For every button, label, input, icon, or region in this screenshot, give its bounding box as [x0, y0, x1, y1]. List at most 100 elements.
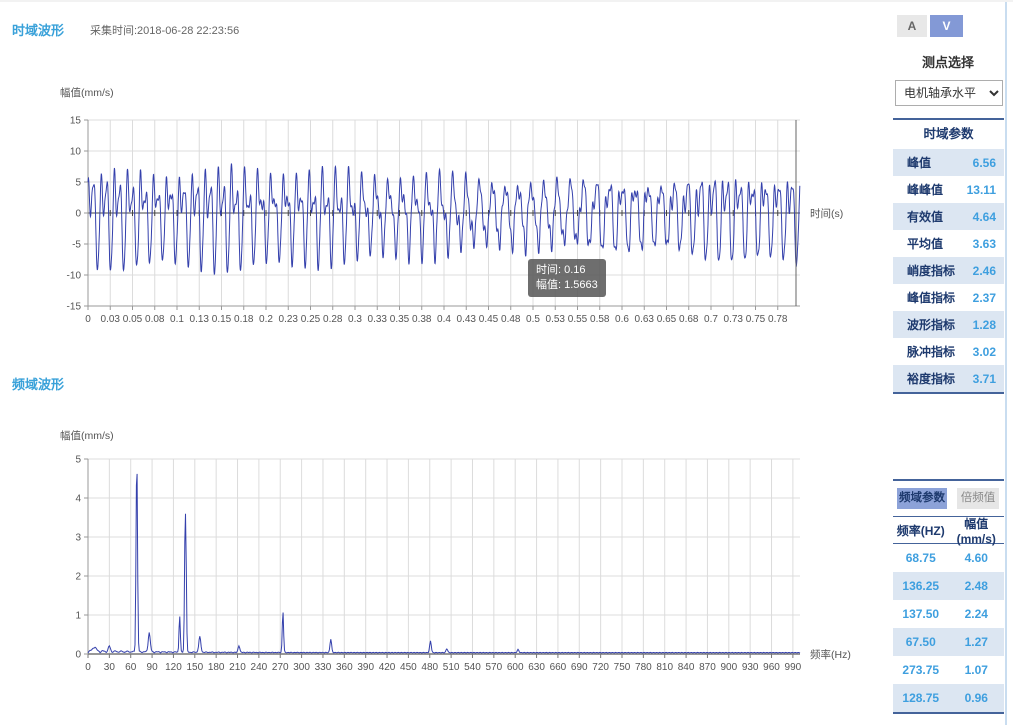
- time-domain-chart[interactable]: 幅值(mm/s) 0 0.03 0.05 0.08 0.1 0.13 0.15 0.18 0.2 0…: [58, 84, 868, 346]
- svg-text:0.53: 0.53: [546, 314, 566, 325]
- param-value: 1.28: [972, 317, 996, 332]
- svg-text:0.78: 0.78: [768, 314, 788, 325]
- svg-text:0.25: 0.25: [301, 314, 321, 325]
- time-param-row: 峰值 6.56: [893, 149, 1004, 176]
- svg-text:4: 4: [75, 494, 81, 505]
- svg-text:0.2: 0.2: [259, 314, 273, 325]
- freq-value: 128.75: [902, 691, 940, 705]
- svg-text:60: 60: [125, 662, 137, 673]
- svg-text:690: 690: [571, 662, 588, 673]
- param-label: 峰值指标: [907, 291, 956, 305]
- param-value: 3.63: [972, 236, 996, 251]
- chart-cursor-tooltip: 时间: 0.16 幅值: 1.5663: [528, 259, 606, 297]
- svg-text:930: 930: [742, 662, 759, 673]
- svg-text:5: 5: [75, 455, 81, 466]
- time-param-row: 峭度指标 2.46: [893, 257, 1004, 284]
- param-label: 脉冲指标: [907, 345, 956, 359]
- svg-text:210: 210: [229, 662, 246, 673]
- svg-text:510: 510: [443, 662, 460, 673]
- svg-text:0.08: 0.08: [145, 314, 165, 325]
- svg-text:330: 330: [315, 662, 332, 673]
- freq-value: 68.75: [905, 551, 936, 565]
- svg-text:360: 360: [336, 662, 353, 673]
- time-param-row: 平均值 3.63: [893, 230, 1004, 257]
- freq-value: 67.50: [905, 635, 936, 649]
- svg-text:660: 660: [550, 662, 567, 673]
- page-title: 时域波形: [12, 23, 65, 38]
- freq-params-panel: 频域参数 倍频值 频率(HZ) 幅值(mm/s) 68.75 4.60 136.25…: [893, 479, 1004, 714]
- svg-text:720: 720: [592, 662, 609, 673]
- freq-tabs: 频域参数 倍频值: [893, 481, 1004, 516]
- amp-value: 2.24: [964, 607, 988, 621]
- svg-text:5: 5: [75, 178, 81, 189]
- svg-text:0.13: 0.13: [190, 314, 210, 325]
- svg-text:15: 15: [70, 116, 82, 127]
- svg-text:240: 240: [251, 662, 268, 673]
- svg-text:3: 3: [75, 533, 81, 544]
- param-label: 裕度指标: [907, 372, 956, 386]
- svg-text:540: 540: [464, 662, 481, 673]
- svg-text:0.5: 0.5: [526, 314, 540, 325]
- time-param-row: 峰峰值 13.11: [893, 176, 1004, 203]
- svg-text:0.55: 0.55: [568, 314, 588, 325]
- amp-value: 1.27: [964, 635, 988, 649]
- param-label: 峰峰值: [907, 183, 944, 197]
- svg-text:-15: -15: [67, 302, 82, 313]
- param-value: 4.64: [972, 209, 996, 224]
- svg-text:-10: -10: [67, 271, 82, 282]
- svg-text:30: 30: [104, 662, 116, 673]
- right-separator: [1005, 2, 1007, 725]
- time-params-rows: 峰值 6.56 峰峰值 13.11 有效值 4.64 平均值 3.63 峭度指标 2.46 峰值指标…: [893, 149, 1004, 392]
- svg-text:450: 450: [400, 662, 417, 673]
- svg-text:0.75: 0.75: [746, 314, 766, 325]
- acceleration-mode-button[interactable]: A: [897, 15, 927, 37]
- svg-text:0.68: 0.68: [679, 314, 699, 325]
- svg-text:960: 960: [763, 662, 780, 673]
- svg-text:600: 600: [507, 662, 524, 673]
- svg-text:390: 390: [357, 662, 374, 673]
- svg-text:0.7: 0.7: [704, 314, 718, 325]
- param-value: 3.02: [972, 344, 996, 359]
- freq-table-rows: 68.75 4.60 136.25 2.48 137.50 2.24 67.50 1.27 27…: [893, 544, 1004, 714]
- svg-text:频率(Hz): 频率(Hz): [810, 648, 851, 661]
- param-label: 峭度指标: [907, 264, 956, 278]
- svg-text:0: 0: [85, 662, 91, 673]
- svg-text:0.23: 0.23: [279, 314, 299, 325]
- tab-freq-params[interactable]: 频域参数: [897, 488, 947, 509]
- svg-text:0.18: 0.18: [234, 314, 254, 325]
- amp-value: 1.07: [964, 663, 988, 677]
- svg-text:0.1: 0.1: [170, 314, 184, 325]
- svg-text:630: 630: [528, 662, 545, 673]
- svg-text:0.45: 0.45: [479, 314, 499, 325]
- svg-text:0: 0: [85, 314, 91, 325]
- svg-text:810: 810: [656, 662, 673, 673]
- svg-text:0.38: 0.38: [412, 314, 432, 325]
- freq-table-row: 67.50 1.27: [893, 628, 1004, 656]
- svg-text:840: 840: [678, 662, 695, 673]
- amp-value: 0.96: [964, 691, 988, 705]
- svg-text:0.6: 0.6: [615, 314, 629, 325]
- svg-text:0.48: 0.48: [501, 314, 521, 325]
- tooltip-time: 时间: 0.16: [536, 264, 586, 276]
- time-params-table: 时域参数 峰值 6.56 峰峰值 13.11 有效值 4.64 平均值 3.63 峭度指标 2.4…: [893, 118, 1004, 394]
- svg-text:270: 270: [272, 662, 289, 673]
- freq-table-row: 273.75 1.07: [893, 656, 1004, 684]
- svg-text:0: 0: [75, 209, 81, 220]
- frequency-domain-chart[interactable]: 幅值(mm/s)0 30 60 90 120 150 180 210 240 270 300 330 3…: [58, 427, 868, 699]
- measuring-point-dropdown[interactable]: 电机轴承水平: [895, 80, 1003, 106]
- param-label: 波形指标: [907, 318, 956, 332]
- svg-text:180: 180: [208, 662, 225, 673]
- svg-text:0.33: 0.33: [368, 314, 388, 325]
- svg-text:0.58: 0.58: [590, 314, 610, 325]
- svg-text:420: 420: [379, 662, 396, 673]
- svg-text:0.4: 0.4: [437, 314, 451, 325]
- tooltip-amplitude: 幅值: 1.5663: [536, 279, 598, 291]
- svg-text:480: 480: [421, 662, 438, 673]
- velocity-mode-button[interactable]: V: [930, 15, 963, 37]
- param-label: 有效值: [907, 210, 944, 224]
- freq-table-row: 137.50 2.24: [893, 600, 1004, 628]
- tab-octave-values[interactable]: 倍频值: [957, 488, 999, 509]
- svg-text:2: 2: [75, 572, 81, 583]
- freq-value: 136.25: [902, 579, 940, 593]
